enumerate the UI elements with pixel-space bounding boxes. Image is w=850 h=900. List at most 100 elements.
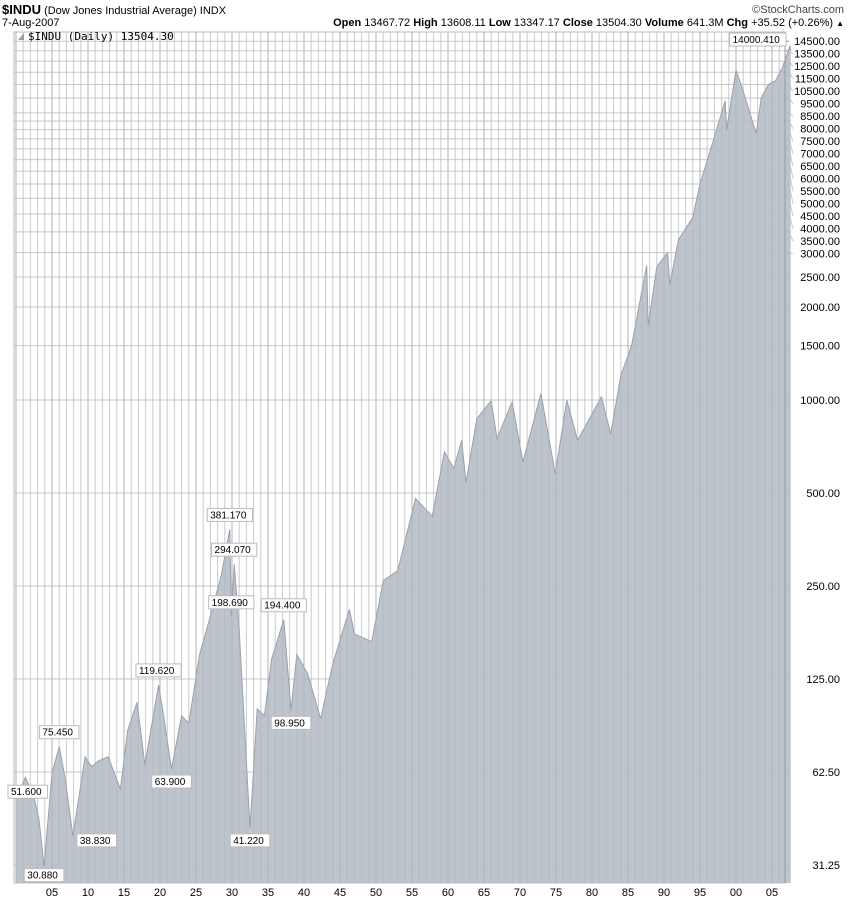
annotation-text: 119.620 <box>139 666 175 677</box>
annotation-text: 30.880 <box>27 871 58 882</box>
low-value: 13347.17 <box>513 17 560 29</box>
x-tick-label: 35 <box>262 887 274 899</box>
index-name: (Dow Jones Industrial Average) <box>44 5 197 17</box>
y-tick-label: 4500.00 <box>800 211 840 223</box>
x-tick-label: 40 <box>298 887 310 899</box>
high-value: 13608.11 <box>440 17 486 29</box>
annotation-box <box>208 595 255 610</box>
annotation-label: 14000.410 <box>729 32 787 47</box>
close-label: Close <box>562 17 593 29</box>
annotation-box <box>206 507 253 522</box>
annotation-text: 14000.410 <box>733 35 781 46</box>
annotation-box <box>7 784 49 799</box>
y-tick-label: 10500.00 <box>794 86 840 98</box>
y-tick-label: 6000.00 <box>800 174 840 186</box>
high-label: High <box>413 17 438 29</box>
x-tick-label: 55 <box>406 887 418 899</box>
chg-label: Chg <box>726 17 748 29</box>
x-tick-label: 30 <box>226 887 238 899</box>
price-area <box>16 45 791 883</box>
x-tick-label: 90 <box>658 887 670 899</box>
annotation-label: 41.220 <box>229 833 271 848</box>
annotation-box <box>135 663 182 678</box>
annotation-text: 63.900 <box>155 777 186 788</box>
close-value: 13504.30 <box>595 17 642 29</box>
y-tick-label: 7000.00 <box>800 149 840 161</box>
x-tick-label: 60 <box>442 887 454 899</box>
y-tick-label: 2500.00 <box>800 272 840 284</box>
y-tick-label: 7500.00 <box>800 136 840 148</box>
chart-title: $INDU (Dow Jones Industrial Average) IND… <box>2 2 226 17</box>
y-tick-label: 1500.00 <box>800 341 840 353</box>
x-tick-label: 45 <box>334 887 346 899</box>
annotation-text: 98.950 <box>274 718 305 729</box>
x-tick-label: 70 <box>514 887 526 899</box>
y-tick-label: 8500.00 <box>800 111 840 123</box>
annotation-label: 381.170 <box>206 507 253 522</box>
symbol: $INDU <box>2 2 42 17</box>
x-tick-label: 80 <box>586 887 598 899</box>
annotation-box <box>270 715 312 730</box>
y-tick-label: 12500.00 <box>794 61 840 73</box>
volume-value: 641.3M <box>686 17 724 29</box>
annotation-label: 119.620 <box>135 663 182 678</box>
annotation-text: 38.830 <box>80 836 111 847</box>
x-tick-label: 65 <box>478 887 490 899</box>
annotation-box <box>76 833 117 848</box>
annotation-text: 198.690 <box>212 598 249 609</box>
y-tick-label: 2000.00 <box>800 302 840 314</box>
legend-area-icon <box>18 33 24 40</box>
annotation-label: 194.400 <box>260 598 307 613</box>
x-tick-label: 15 <box>118 887 130 899</box>
annotation-box <box>23 868 65 883</box>
up-triangle-icon: ▲ <box>836 19 844 28</box>
x-tick-label: 20 <box>154 887 166 899</box>
annotation-label: 294.070 <box>211 542 258 557</box>
y-tick-label: 3500.00 <box>800 236 840 248</box>
annotation-text: 51.600 <box>11 787 42 798</box>
y-tick-label: 14500.00 <box>794 36 840 48</box>
open-value: 13467.72 <box>364 17 411 29</box>
y-tick-label: 5500.00 <box>800 186 840 198</box>
x-tick-label: 10 <box>82 887 94 899</box>
y-tick-label: 62.50 <box>812 767 840 779</box>
y-tick-label: 500.00 <box>806 488 840 500</box>
price-line <box>15 45 792 867</box>
annotation-text: 194.400 <box>264 601 301 612</box>
y-tick-label: 125.00 <box>806 674 840 686</box>
annotation-text: 381.170 <box>210 510 247 521</box>
annotation-label: 63.900 <box>151 774 192 789</box>
x-tick-label: 75 <box>550 887 562 899</box>
brand-link[interactable]: ©StockCharts.com <box>752 4 844 16</box>
annotation-label: 51.600 <box>7 784 49 799</box>
y-tick-label: 4000.00 <box>800 224 840 236</box>
annotation-box <box>729 32 787 47</box>
annotation-box <box>229 833 271 848</box>
x-tick-label: 85 <box>622 887 634 899</box>
annotation-text: 75.450 <box>42 728 73 739</box>
annotation-box <box>38 725 80 740</box>
exchange: INDX <box>199 5 227 17</box>
annotation-text: 41.220 <box>233 836 264 847</box>
annotation-text: 294.070 <box>215 545 252 556</box>
legend-label: $INDU (Daily) 13504.30 <box>28 30 174 43</box>
annotation-label: 30.880 <box>23 868 65 883</box>
x-tick-label: 50 <box>370 887 382 899</box>
annotation-label: 198.690 <box>208 595 255 610</box>
quote-date: 7-Aug-2007 <box>2 17 60 29</box>
annotation-label: 98.950 <box>270 715 312 730</box>
x-tick-label: 00 <box>730 887 742 899</box>
x-tick-label: 05 <box>46 887 58 899</box>
quote-summary: Open 13467.72 High 13608.11 Low 13347.17… <box>333 17 844 29</box>
low-label: Low <box>488 17 511 29</box>
y-tick-label: 13500.00 <box>794 49 840 61</box>
y-tick-label: 6500.00 <box>800 161 840 173</box>
open-label: Open <box>333 17 362 29</box>
annotation-box <box>260 598 307 613</box>
y-tick-label: 31.25 <box>812 860 840 872</box>
y-tick-label: 3000.00 <box>800 249 840 261</box>
y-tick-label: 1000.00 <box>800 395 840 407</box>
chg-value: +35.52 (+0.26%) <box>751 17 834 29</box>
y-tick-label: 250.00 <box>806 581 840 593</box>
